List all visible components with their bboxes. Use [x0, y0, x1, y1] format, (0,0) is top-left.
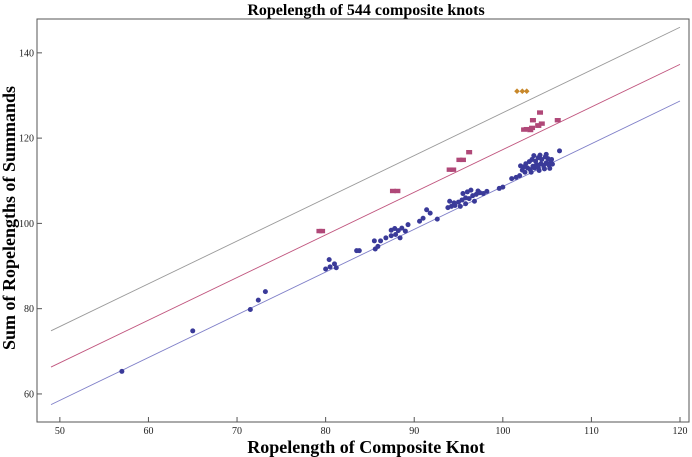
- x-tick-label-60: 60: [143, 426, 153, 437]
- data-point-s1-12: [356, 248, 362, 254]
- x-tick-label-120: 120: [673, 426, 688, 437]
- data-point-s1-84: [528, 169, 534, 175]
- data-point-s1-2: [190, 328, 196, 334]
- data-point-s2-11: [523, 126, 530, 132]
- x-tick-label-80: 80: [321, 426, 331, 437]
- x-tick-label-100: 100: [495, 426, 510, 437]
- data-point-s1-29: [424, 207, 430, 213]
- data-point-s2-13: [529, 118, 536, 123]
- data-point-s1-30: [427, 210, 433, 216]
- data-point-s1-55: [509, 176, 515, 182]
- data-point-s1-15: [371, 238, 377, 244]
- data-point-s1-88: [557, 148, 563, 154]
- reference-line-1: [50, 26, 681, 332]
- data-point-s2-8: [459, 157, 466, 163]
- y-tick-label-60: 60: [24, 389, 34, 400]
- data-point-s1-8: [326, 257, 332, 263]
- data-point-s1-90: [521, 164, 527, 170]
- data-points: [119, 88, 563, 374]
- data-point-s3-3: [523, 88, 530, 95]
- data-point-s1-81: [537, 152, 543, 158]
- data-point-s1-9: [331, 261, 337, 267]
- data-point-s1-87: [547, 165, 553, 171]
- y-axis-label: Sum of Ropelengths of Summands: [0, 86, 19, 350]
- data-point-s1-26: [397, 235, 403, 241]
- data-point-s2-9: [466, 149, 473, 155]
- x-tick-label-50: 50: [55, 426, 65, 437]
- data-point-s1-57: [517, 173, 523, 179]
- data-point-s1-52: [484, 188, 490, 194]
- data-point-s1-6: [323, 266, 329, 272]
- data-point-s2-4: [394, 188, 401, 194]
- data-point-s1-71: [549, 161, 555, 167]
- data-point-s1-3: [247, 307, 253, 313]
- data-point-s1-5: [262, 289, 268, 295]
- y-tick-label-140: 140: [19, 48, 34, 59]
- plot-frame: [36, 18, 690, 423]
- data-point-s1-85: [536, 168, 542, 174]
- data-point-s2-6: [450, 167, 457, 172]
- data-point-s2-2: [319, 228, 326, 234]
- data-point-s1-59: [522, 169, 528, 175]
- data-point-s1-1: [119, 368, 125, 374]
- data-point-s1-17: [383, 235, 389, 241]
- data-point-s1-14: [375, 243, 381, 249]
- data-point-s1-46: [468, 187, 474, 193]
- y-tick-label-100: 100: [19, 219, 34, 230]
- data-point-s1-31: [434, 216, 440, 222]
- data-point-s1-50: [463, 201, 469, 207]
- data-point-s2-17: [554, 118, 561, 123]
- x-tick-label-70: 70: [232, 426, 242, 437]
- y-tick-label-120: 120: [19, 134, 34, 145]
- data-point-s1-23: [399, 225, 405, 231]
- data-point-s2-5: [446, 167, 453, 172]
- data-point-s2-7: [456, 157, 463, 163]
- data-point-s1-22: [395, 228, 401, 234]
- data-point-s1-25: [405, 222, 411, 228]
- data-point-s1-16: [378, 238, 384, 244]
- y-tick-label-80: 80: [24, 304, 34, 315]
- data-point-s1-54: [500, 184, 506, 190]
- data-point-s1-4: [255, 297, 261, 303]
- y-axis-ticks: 60 80 100 120 140: [19, 48, 42, 400]
- x-axis-label: Ropelength of Composite Knot: [247, 437, 485, 457]
- data-point-s1-7: [327, 264, 333, 270]
- data-point-s2-18: [529, 125, 536, 131]
- data-point-s1-19: [393, 231, 399, 237]
- data-point-s2-15: [538, 121, 545, 126]
- data-point-s1-83: [549, 156, 555, 162]
- data-point-s1-28: [420, 215, 426, 221]
- data-point-s1-47: [475, 188, 481, 194]
- data-point-s1-40: [466, 196, 472, 202]
- x-axis-ticks: 50 60 70 80 90 100 110 120: [55, 417, 688, 437]
- data-point-s1-18: [388, 233, 394, 239]
- data-point-s1-51: [471, 198, 477, 204]
- data-point-s1-35: [447, 198, 453, 204]
- data-point-s3-1: [514, 88, 520, 95]
- x-tick-label-110: 110: [584, 426, 599, 437]
- data-point-s1-24: [402, 228, 408, 234]
- reference-line-3: [50, 100, 681, 406]
- x-tick-label-90: 90: [409, 426, 419, 437]
- data-point-s1-77: [539, 156, 545, 162]
- data-point-s1-44: [460, 191, 466, 197]
- data-point-s1-82: [543, 151, 549, 157]
- data-point-s3-2: [519, 88, 526, 95]
- data-point-s1-75: [533, 158, 539, 164]
- data-point-s1-36: [451, 200, 457, 206]
- data-point-s2-16: [537, 110, 544, 115]
- data-point-s1-27: [417, 218, 423, 224]
- data-point-s2-19: [535, 123, 542, 128]
- data-point-s1-49: [457, 203, 463, 209]
- reference-lines: [50, 26, 681, 406]
- chart-title: Ropelength of 544 composite knots: [247, 2, 484, 19]
- data-point-s1-10: [333, 265, 339, 271]
- data-point-s2-3: [389, 188, 396, 194]
- data-point-s1-80: [531, 153, 537, 159]
- reference-line-2: [50, 63, 681, 368]
- data-point-s1-86: [541, 166, 547, 172]
